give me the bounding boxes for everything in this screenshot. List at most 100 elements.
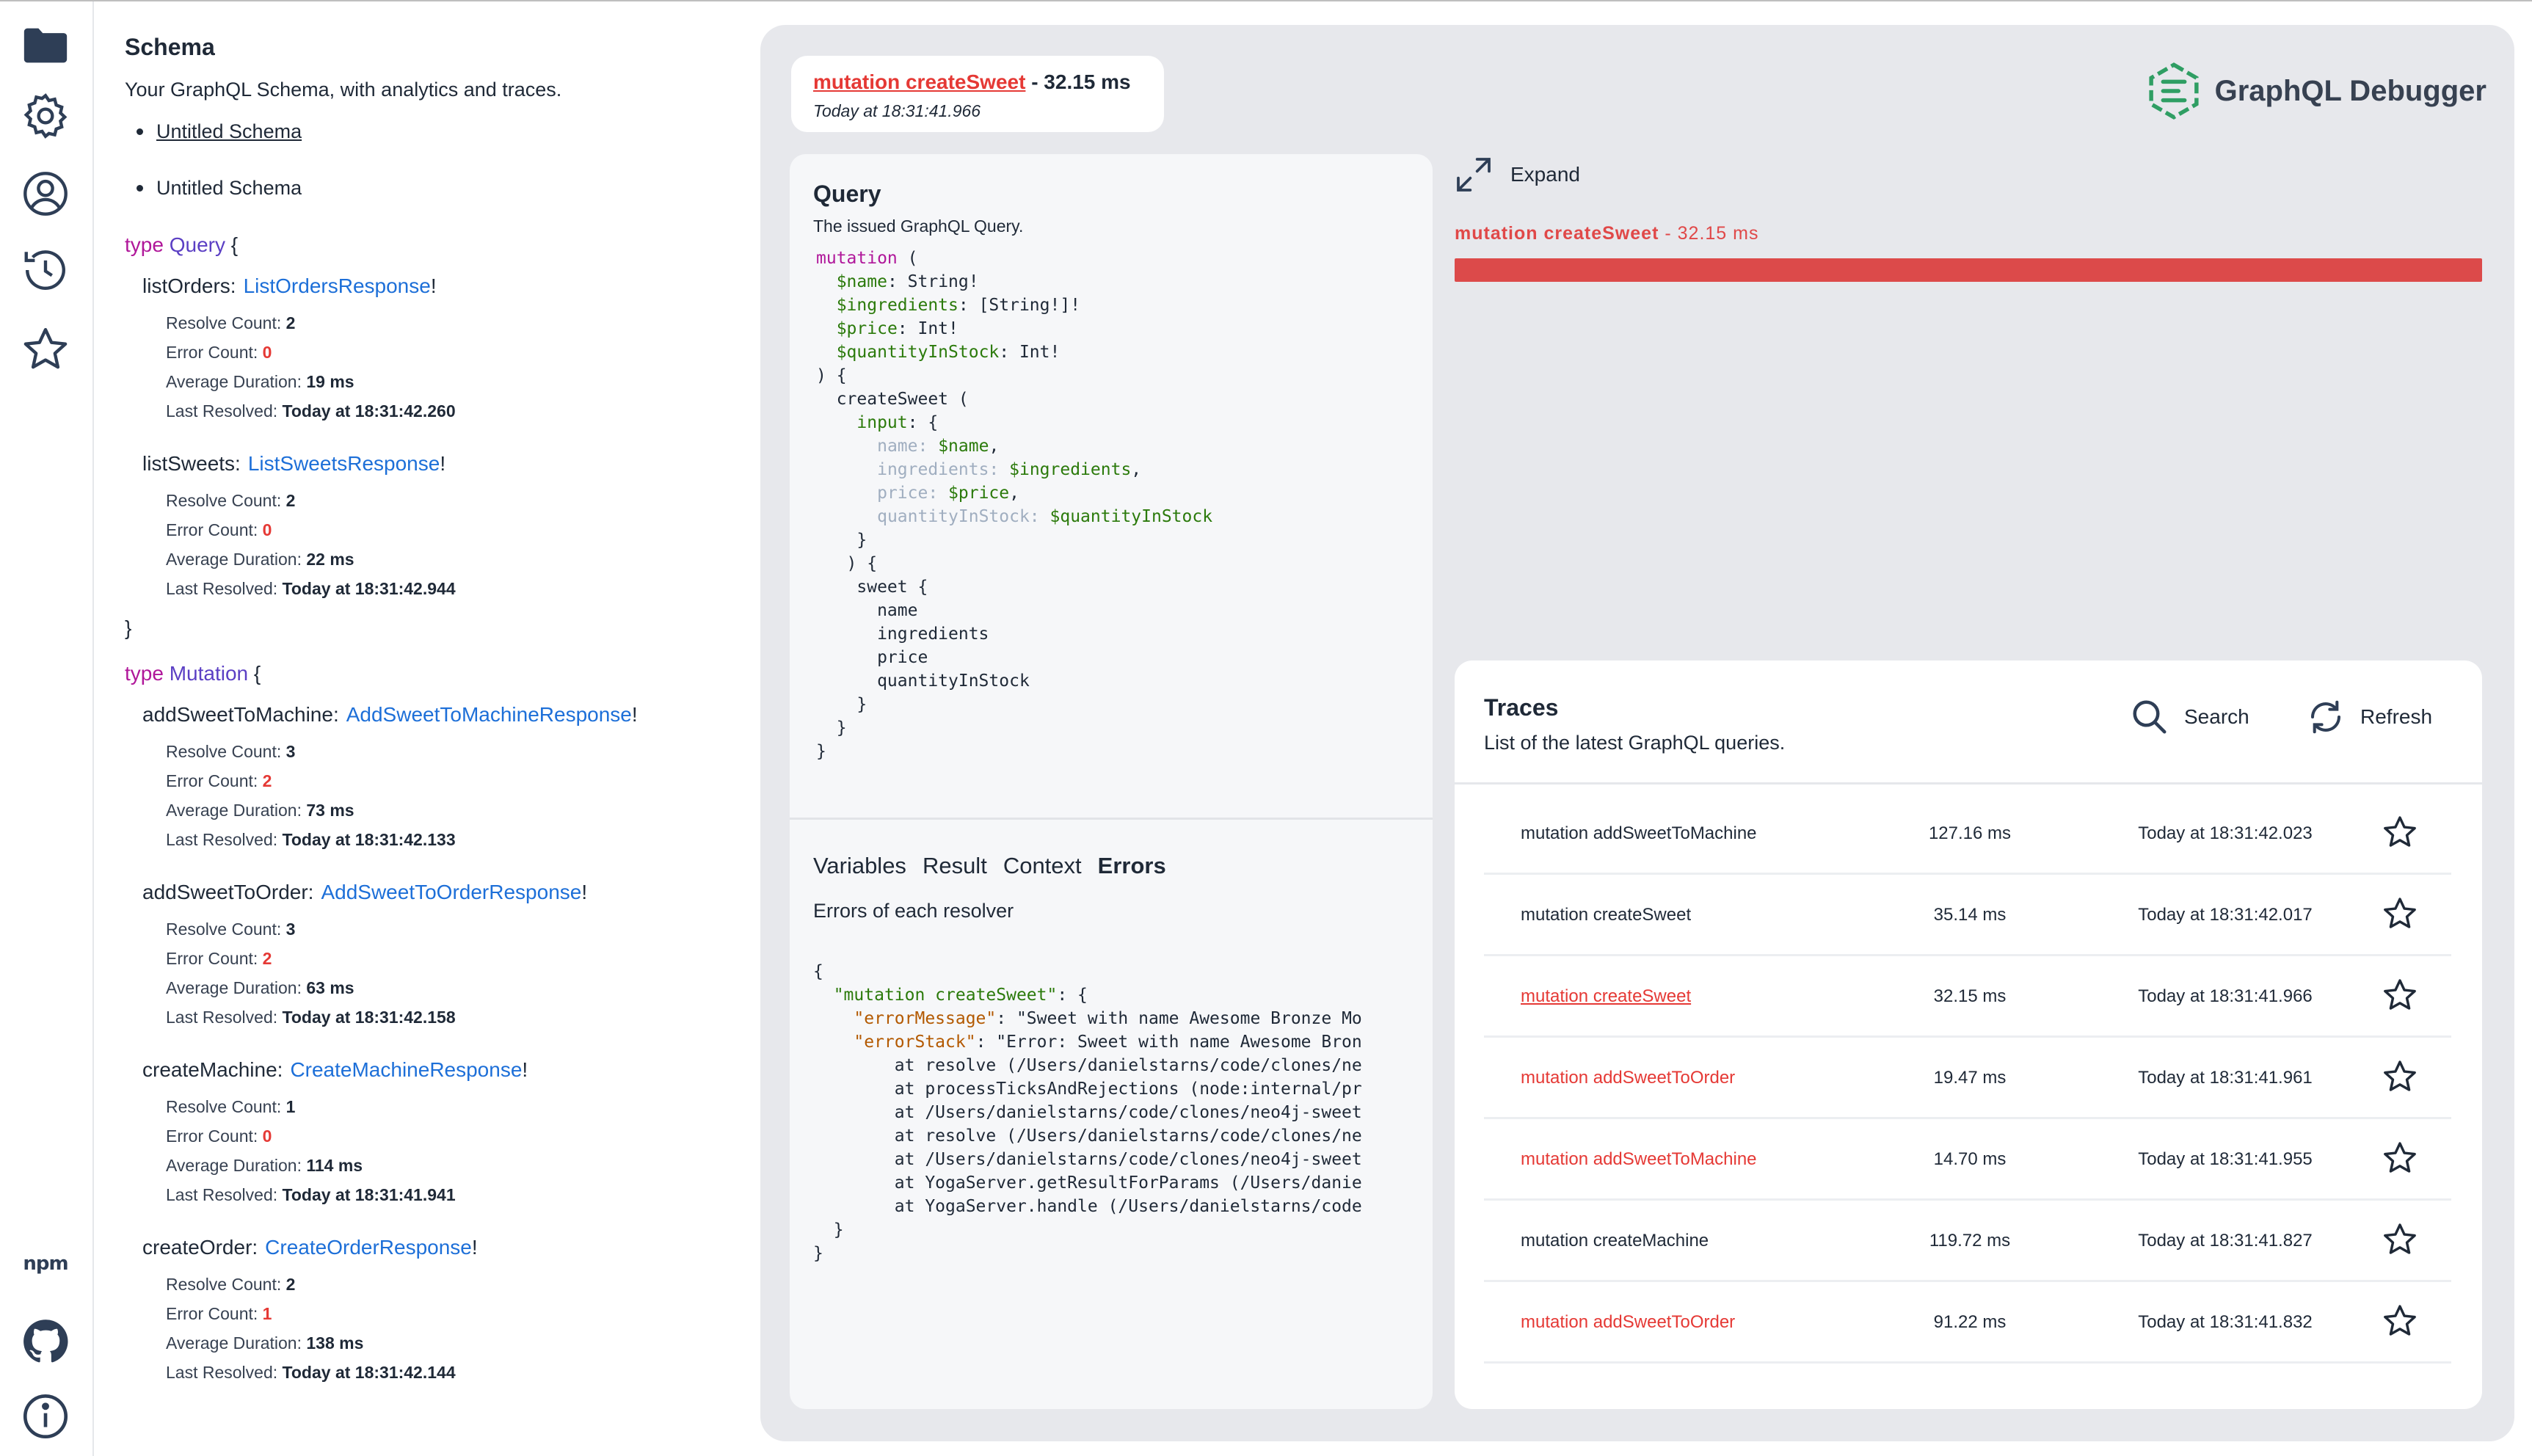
tab-variables[interactable]: Variables: [813, 853, 906, 878]
tab-errors[interactable]: Errors: [1097, 853, 1166, 878]
sidebar: npm: [0, 1, 94, 1456]
schema-list: Untitled Schema Untitled Schema: [125, 120, 754, 200]
field-stats: Resolve Count: 3 Error Count: 2 Average Du…: [166, 737, 754, 854]
schema-field: createOrder: CreateOrderResponse! Resolve …: [142, 1236, 754, 1387]
timeline-span-duration: - 32.15 ms: [1659, 223, 1759, 244]
query-divider: [790, 818, 1433, 820]
favorite-star-icon[interactable]: [2381, 813, 2419, 851]
expand-button[interactable]: Expand: [1453, 154, 1580, 195]
non-null-marker: !: [471, 1236, 478, 1259]
errors-code: { "mutation createSweet": { "errorMessag…: [813, 962, 1362, 1263]
folder-icon[interactable]: [18, 18, 73, 73]
average-duration: Average Duration: 114 ms: [166, 1156, 363, 1175]
trace-duration: 35.14 ms: [1933, 905, 2007, 925]
history-icon[interactable]: [18, 242, 73, 298]
error-count: Error Count: 2: [166, 949, 272, 968]
average-duration: Average Duration: 19 ms: [166, 372, 354, 391]
gear-icon[interactable]: [18, 88, 73, 144]
trace-time: Today at 18:31:41.966: [2138, 986, 2313, 1006]
search-button[interactable]: Search: [2130, 697, 2249, 737]
resolve-count: Resolve Count: 2: [166, 1275, 296, 1294]
trace-name[interactable]: mutation createMachine: [1521, 1231, 1709, 1251]
app-title: GraphQL Debugger: [2214, 74, 2486, 107]
trace-name[interactable]: mutation addSweetToOrder: [1521, 1312, 1736, 1332]
average-duration: Average Duration: 73 ms: [166, 801, 354, 820]
refresh-button[interactable]: Refresh: [2306, 697, 2432, 737]
trace-name[interactable]: mutation createSweet: [1521, 986, 1692, 1006]
tab-result[interactable]: Result: [922, 853, 987, 878]
favorite-star-icon[interactable]: [2381, 895, 2419, 933]
user-icon[interactable]: [18, 166, 73, 222]
tab-context[interactable]: Context: [1003, 853, 1082, 878]
schema-field: addSweetToMachine: AddSweetToMachineRespo…: [142, 703, 754, 854]
trace-time: Today at 18:31:42.017: [2138, 905, 2313, 925]
query-panel: Query The issued GraphQL Query. mutation…: [790, 154, 1433, 1409]
last-resolved: Last Resolved: Today at 18:31:41.941: [166, 1185, 456, 1204]
field-type-link[interactable]: AddSweetToOrderResponse: [321, 881, 582, 903]
schema-item-label: Untitled Schema: [156, 177, 302, 199]
query-subtitle: The issued GraphQL Query.: [813, 216, 1024, 236]
field-type-link[interactable]: CreateOrderResponse: [265, 1236, 472, 1259]
field-type-link[interactable]: ListOrdersResponse: [243, 274, 431, 297]
favorite-star-icon[interactable]: [2381, 1139, 2419, 1177]
trace-duration: 91.22 ms: [1933, 1312, 2007, 1332]
type-declaration: type Mutation {: [125, 662, 754, 685]
selected-operation-time: Today at 18:31:41.966: [813, 101, 981, 120]
favorite-star-icon[interactable]: [2381, 1302, 2419, 1340]
trace-row[interactable]: mutation createSweet 32.15 ms Today at 18:…: [1484, 957, 2451, 1038]
field-stats: Resolve Count: 2 Error Count: 1 Average Du…: [166, 1270, 754, 1387]
selected-operation-badge: mutation createSweet - 32.15 ms Today at…: [791, 56, 1164, 132]
trace-row[interactable]: mutation createSweet 35.14 ms Today at 18:…: [1484, 876, 2451, 956]
errors-subtitle: Errors of each resolver: [813, 900, 1014, 922]
npm-icon[interactable]: npm: [23, 1253, 68, 1275]
refresh-icon: [2310, 700, 2341, 734]
field-type-link[interactable]: CreateMachineResponse: [290, 1058, 523, 1081]
field-type-link[interactable]: AddSweetToMachineResponse: [346, 703, 632, 726]
trace-duration: 119.72 ms: [1929, 1231, 2011, 1251]
app-logo: GraphQL Debugger: [2143, 60, 2486, 122]
favorite-star-icon[interactable]: [2381, 1058, 2419, 1096]
field-name: addSweetToMachine:: [142, 703, 339, 726]
timeline-span-name: mutation createSweet: [1455, 223, 1659, 244]
average-duration: Average Duration: 22 ms: [166, 550, 354, 569]
trace-row[interactable]: mutation addSweetToMachine 127.16 ms Today…: [1484, 794, 2451, 875]
trace-row[interactable]: mutation createMachine 119.72 ms Today at …: [1484, 1201, 2451, 1282]
non-null-marker: !: [440, 452, 446, 475]
schema-field: listSweets: ListSweetsResponse! Resolve Co…: [142, 452, 754, 603]
trace-duration: 32.15 ms: [1933, 986, 2007, 1006]
schema-field: addSweetToOrder: AddSweetToOrderResponse!…: [142, 881, 754, 1032]
non-null-marker: !: [430, 274, 437, 297]
info-icon[interactable]: [18, 1388, 73, 1444]
search-label: Search: [2184, 705, 2249, 728]
trace-row[interactable]: mutation addSweetToMachine 14.70 ms Today …: [1484, 1120, 2451, 1201]
schema-link[interactable]: Untitled Schema: [156, 120, 302, 142]
favorite-star-icon[interactable]: [2381, 1220, 2419, 1259]
trace-name[interactable]: mutation addSweetToOrder: [1521, 1068, 1736, 1088]
detail-tabs: Variables Result Context Errors: [813, 853, 1166, 879]
favorite-star-icon[interactable]: [2381, 976, 2419, 1014]
query-code: mutation ( $name: String! $ingredients: …: [816, 249, 1213, 761]
query-title: Query: [813, 181, 881, 207]
field-name: createMachine:: [142, 1058, 283, 1081]
non-null-marker: !: [581, 881, 588, 903]
type-keyword: type: [125, 233, 164, 256]
field-type-link[interactable]: ListSweetsResponse: [247, 452, 440, 475]
resolve-count: Resolve Count: 3: [166, 742, 296, 761]
schema-subtitle: Your GraphQL Schema, with analytics and …: [125, 79, 562, 101]
trace-row[interactable]: mutation addSweetToOrder 19.47 ms Today at…: [1484, 1038, 2451, 1119]
schema-panel: Schema Your GraphQL Schema, with analyti…: [94, 1, 754, 1456]
field-stats: Resolve Count: 2 Error Count: 0 Average Du…: [166, 486, 754, 603]
field-name: listSweets:: [142, 452, 241, 475]
selected-operation-link[interactable]: mutation createSweet: [813, 70, 1026, 93]
github-icon[interactable]: [18, 1314, 73, 1369]
open-brace: {: [230, 233, 239, 256]
trace-name[interactable]: mutation addSweetToMachine: [1521, 823, 1757, 843]
trace-duration: 127.16 ms: [1928, 823, 2012, 843]
resolve-count: Resolve Count: 2: [166, 491, 296, 510]
trace-row[interactable]: mutation addSweetToOrder 91.22 ms Today at…: [1484, 1283, 2451, 1364]
star-icon[interactable]: [18, 321, 73, 377]
trace-name[interactable]: mutation createSweet: [1521, 905, 1692, 925]
trace-name[interactable]: mutation addSweetToMachine: [1521, 1149, 1757, 1169]
last-resolved: Last Resolved: Today at 18:31:42.260: [166, 401, 456, 421]
timeline-span-bar[interactable]: [1455, 258, 2482, 282]
